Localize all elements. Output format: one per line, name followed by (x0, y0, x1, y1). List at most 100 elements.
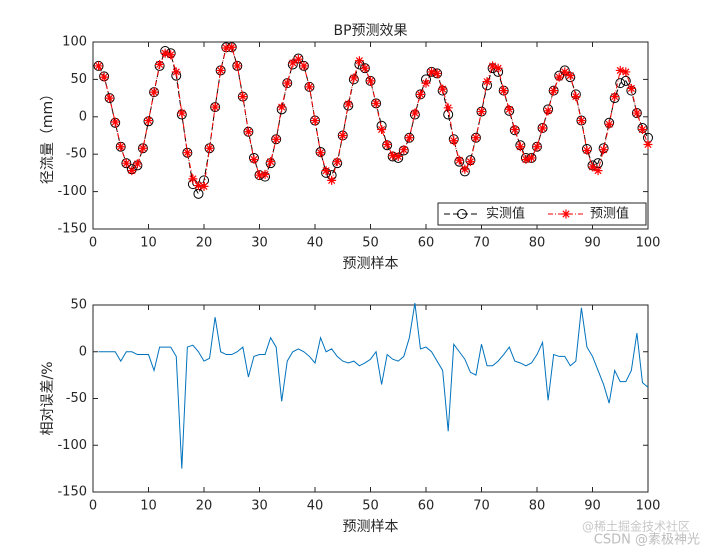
y-tick-label: -50 (66, 391, 87, 406)
y-tick-label: 50 (70, 298, 87, 313)
x-tick-label: 100 (636, 499, 661, 514)
x-axis-label: 预测样本 (343, 256, 399, 272)
marker (360, 63, 370, 73)
marker (105, 93, 115, 103)
marker (460, 164, 470, 174)
x-tick-label: 30 (251, 499, 268, 514)
marker (205, 143, 215, 153)
marker (488, 61, 498, 71)
marker (593, 166, 603, 176)
marker (166, 50, 176, 60)
marker (504, 104, 514, 114)
marker (277, 102, 287, 112)
marker (349, 73, 359, 83)
marker (554, 72, 564, 82)
marker (615, 65, 625, 75)
x-tick-label: 50 (362, 499, 379, 514)
marker (561, 209, 571, 219)
x-tick-label: 60 (418, 236, 435, 251)
marker (127, 166, 137, 176)
marker (238, 92, 248, 102)
marker (210, 102, 220, 112)
marker (538, 123, 548, 133)
marker (643, 139, 653, 149)
marker (321, 166, 331, 176)
y-tick-label: 0 (79, 109, 87, 124)
plot-area (92, 304, 649, 493)
marker (471, 133, 481, 143)
marker (227, 42, 237, 52)
series-line (98, 46, 649, 187)
x-tick-label: 40 (307, 236, 324, 251)
series-line (98, 303, 649, 469)
legend-label: 实测值 (486, 206, 525, 222)
x-tick-label: 10 (140, 236, 157, 251)
x-tick-label: 70 (473, 499, 490, 514)
marker (299, 61, 309, 71)
marker (610, 92, 620, 102)
marker (532, 142, 542, 152)
marker (632, 108, 642, 118)
marker (354, 56, 364, 66)
marker (588, 162, 597, 172)
marker (521, 154, 531, 164)
marker (438, 84, 448, 94)
marker (293, 54, 303, 64)
legend (437, 202, 647, 226)
marker (216, 65, 226, 75)
y-axis-label: 相对误差/% (40, 361, 56, 435)
marker (410, 108, 420, 118)
marker (94, 61, 104, 71)
marker (116, 142, 126, 152)
marker (327, 175, 337, 185)
marker (404, 133, 414, 143)
marker (232, 61, 242, 71)
marker (415, 89, 425, 99)
marker (465, 157, 475, 167)
marker (526, 153, 536, 163)
marker (499, 86, 509, 96)
y-axis-label: 径流量（mm） (40, 87, 56, 184)
marker (388, 151, 398, 161)
marker (177, 108, 187, 118)
marker (288, 58, 298, 68)
x-axis-label: 预测样本 (343, 519, 399, 535)
marker (121, 158, 131, 168)
marker (255, 170, 264, 180)
marker (576, 116, 586, 126)
y-tick-label: 0 (79, 344, 87, 359)
marker (604, 119, 614, 129)
marker (477, 107, 486, 117)
marker (371, 98, 381, 108)
marker (457, 209, 467, 219)
x-tick-label: 40 (307, 499, 324, 514)
marker (171, 67, 181, 77)
y-tick-label: 50 (70, 72, 87, 87)
marker (132, 159, 142, 169)
marker (266, 157, 276, 167)
marker (615, 78, 626, 89)
x-tick-label: 0 (89, 499, 97, 514)
y-tick-label: -150 (57, 222, 87, 237)
series-line (98, 46, 649, 195)
marker (565, 71, 575, 81)
marker (343, 99, 353, 109)
marker (493, 63, 503, 73)
y-tick-label: -150 (57, 485, 87, 500)
marker (626, 83, 636, 93)
marker (621, 67, 631, 77)
marker (454, 155, 464, 165)
x-tick-label: 90 (584, 236, 601, 251)
marker (399, 145, 409, 155)
marker (304, 82, 314, 92)
marker (144, 116, 153, 126)
x-tick-label: 0 (89, 236, 97, 251)
marker (366, 76, 375, 86)
x-tick-label: 100 (636, 236, 661, 251)
marker (271, 134, 281, 144)
marker (138, 143, 148, 153)
marker (449, 136, 459, 146)
x-tick-label: 80 (529, 499, 546, 514)
x-tick-label: 90 (584, 499, 601, 514)
marker (543, 106, 553, 116)
